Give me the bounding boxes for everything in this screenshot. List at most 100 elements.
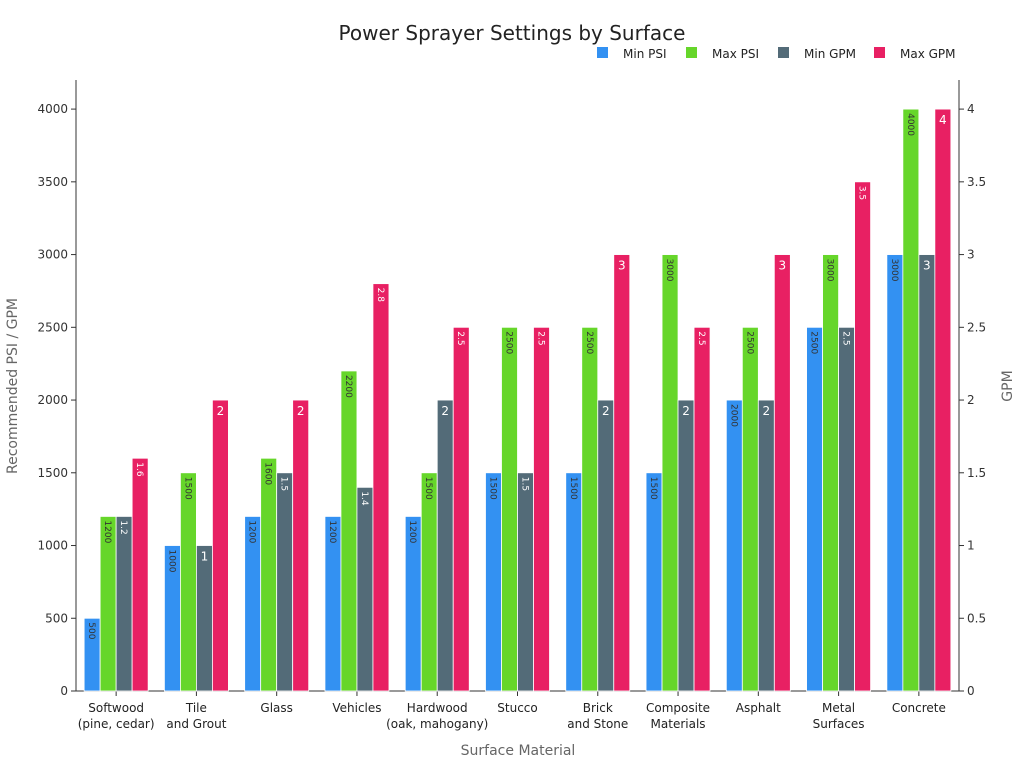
legend-label: Min GPM <box>804 47 856 61</box>
bar-label: 2.5 <box>455 331 465 345</box>
bar-label: 2 <box>682 404 690 418</box>
bars <box>83 108 952 692</box>
bar-label: 2000 <box>728 404 738 427</box>
bar-label: 1.4 <box>359 491 369 506</box>
bar <box>677 399 695 692</box>
bar <box>581 326 599 692</box>
legend-swatch <box>778 47 789 58</box>
y-tick-label: 0 <box>60 684 68 698</box>
bar-label: 1600 <box>263 462 273 485</box>
bar <box>292 399 310 692</box>
bar <box>356 486 374 692</box>
bar-label: 3000 <box>825 259 835 282</box>
bar <box>180 472 197 692</box>
legend-label: Max PSI <box>712 47 759 61</box>
bar-label: 2.5 <box>841 331 851 345</box>
x-tick-label: Softwood <box>88 701 144 715</box>
x-tick-label: Metal <box>822 701 855 715</box>
bar-label: 1200 <box>102 520 112 543</box>
bar <box>565 472 583 692</box>
legend-label: Max GPM <box>900 47 956 61</box>
bar-label: 3.5 <box>857 186 867 200</box>
bar <box>260 457 278 692</box>
x-tick-label: (pine, cedar) <box>78 717 155 731</box>
bar-label: 1500 <box>648 477 658 500</box>
bar <box>517 472 534 692</box>
legend-label: Min PSI <box>623 47 667 61</box>
legend: Min PSI Max PSI Min GPM Max GPM <box>597 47 956 61</box>
bar-label: 3000 <box>889 259 899 282</box>
y2-tick-label: 1.5 <box>967 466 986 480</box>
bar-label: 1200 <box>247 520 257 543</box>
bar <box>854 181 871 692</box>
bar <box>661 254 679 692</box>
x-tick-label: Glass <box>260 701 293 715</box>
bar <box>918 254 936 692</box>
bar <box>340 370 358 692</box>
bar-label: 1000 <box>166 550 176 573</box>
bar-label: 500 <box>86 622 96 639</box>
bar <box>757 399 775 692</box>
bar-label: 2 <box>297 404 305 418</box>
x-tick-label: Asphalt <box>736 701 781 715</box>
bar <box>597 399 615 692</box>
bar-label: 1.5 <box>279 477 289 491</box>
y2-axis-title: GPM <box>1000 370 1016 401</box>
x-axis-title: Surface Material <box>461 743 576 759</box>
x-tick-label: Materials <box>651 717 706 731</box>
bar-label: 2500 <box>584 331 594 354</box>
bar-label: 1500 <box>568 477 578 500</box>
x-tick-label: (oak, mahogany) <box>386 717 488 731</box>
bar <box>806 326 823 692</box>
y2-tick-label: 3 <box>967 248 975 262</box>
bar-label: 3 <box>778 259 786 273</box>
bar <box>934 108 952 692</box>
bar <box>372 283 390 692</box>
bar-label: 2.5 <box>536 331 546 345</box>
bar <box>902 108 920 692</box>
bar <box>420 472 438 692</box>
legend-swatch <box>597 47 608 58</box>
bar-label: 2.8 <box>375 288 385 303</box>
x-tick-label: Hardwood <box>407 701 468 715</box>
x-tick-label: Surfaces <box>813 717 865 731</box>
x-tick-label: and Grout <box>166 717 226 731</box>
bar <box>886 254 904 692</box>
bar-label: 2200 <box>343 375 353 398</box>
bar <box>131 457 149 692</box>
bar-label: 1.5 <box>520 477 530 491</box>
legend-swatch <box>874 47 885 58</box>
y2-tick-label: 3.5 <box>967 175 986 189</box>
chart-title: Power Sprayer Settings by Surface <box>339 21 686 45</box>
bar <box>533 326 550 692</box>
bar-label: 1200 <box>407 520 417 543</box>
bar-label: 2500 <box>744 331 754 354</box>
bar-labels: 500 1200 1.2 1.6 1000 1500 1 2 1200 1600 1.5 2 1200 2… <box>86 113 947 640</box>
bar-label: 3000 <box>664 259 674 282</box>
bar <box>838 326 855 692</box>
bar <box>485 472 502 692</box>
bar-label: 1.6 <box>134 462 144 477</box>
bar <box>725 399 743 692</box>
legend-swatch <box>686 47 697 58</box>
y2-tick-label: 0.5 <box>967 611 986 625</box>
bar <box>822 254 839 692</box>
y-tick-label: 500 <box>45 611 68 625</box>
bar <box>196 545 213 692</box>
bar-label: 4 <box>939 113 947 127</box>
y-tick-label: 1000 <box>37 539 68 553</box>
bar-label: 3 <box>618 259 626 273</box>
y2-tick-label: 0 <box>967 684 975 698</box>
y2-tick-label: 2.5 <box>967 320 986 334</box>
bar-label: 1.2 <box>118 520 128 534</box>
y-tick-label: 3500 <box>37 175 68 189</box>
y-tick-label: 2500 <box>37 320 68 334</box>
x-tick-label: Stucco <box>497 701 537 715</box>
y-tick-label: 4000 <box>37 102 68 116</box>
y-tick-label: 2000 <box>37 393 68 407</box>
axes: 0500100015002000250030003500400000.511.5… <box>37 80 986 731</box>
bar <box>212 399 229 692</box>
x-tick-label: Concrete <box>892 701 946 715</box>
bar-label: 4000 <box>905 113 915 136</box>
